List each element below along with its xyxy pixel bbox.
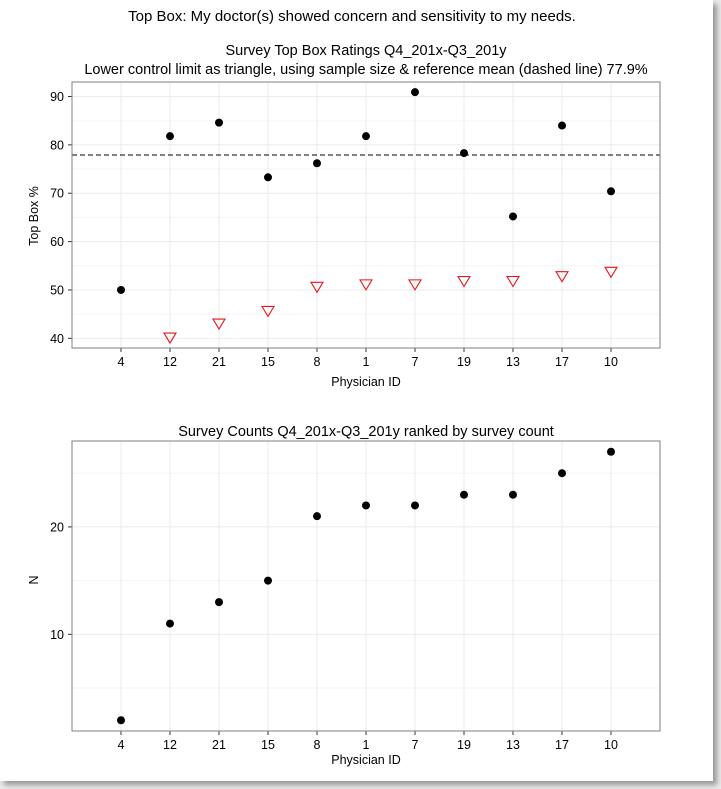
x-tick-label: 17 [555,355,569,369]
lower-control-limit-marker [408,279,422,291]
top-box-data-points [117,88,618,345]
x-tick-label: 1 [363,355,370,369]
y-tick-label: 20 [50,520,64,534]
data-point [411,501,419,510]
x-tick-label: 19 [457,738,471,752]
lower-control-limit-marker [555,271,569,283]
data-point [117,716,125,725]
data-point [607,447,615,456]
x-tick-label: 4 [118,738,125,752]
x-tick-label: 8 [314,738,321,752]
data-point [460,490,468,499]
data-point [215,598,223,607]
lower-control-limit-marker [506,275,520,288]
data-point [460,149,468,158]
top-box-x-ticks: 4 12 21 15 8 1 7 19 13 17 10 [118,348,618,369]
data-point [166,132,174,141]
x-tick-label: 13 [506,738,520,752]
counts-data-points [117,447,615,725]
x-tick-label: 13 [506,355,520,369]
top-box-plot-frame [71,81,661,349]
data-point [264,576,272,585]
top-box-ratings-panel: Survey Top Box Ratings Q4_201x-Q3_201y L… [27,43,661,389]
data-point [362,132,370,141]
x-tick-label: 17 [555,738,569,752]
top-box-chart-subtitle: Lower control limit as triangle, using s… [84,62,647,78]
data-point [558,121,566,130]
lower-control-limit-marker [212,318,226,331]
x-tick-label: 12 [163,738,177,752]
counts-y-ticks: 10 20 [50,520,72,642]
x-tick-label: 19 [457,355,471,369]
y-tick-label: 10 [50,628,64,642]
y-tick-label: 40 [50,332,64,346]
x-tick-label: 10 [604,738,618,752]
x-tick-label: 15 [261,355,275,369]
top-box-x-axis-label: Physician ID [331,375,400,389]
lower-control-limit-marker [163,332,177,345]
x-tick-label: 4 [118,355,125,369]
figure-title: Top Box: My doctor(s) showed concern and… [128,8,576,25]
y-tick-label: 50 [50,283,64,297]
y-tick-label: 80 [50,138,64,152]
counts-chart-title: Survey Counts Q4_201x-Q3_201y ranked by … [178,424,554,440]
top-box-chart-title: Survey Top Box Ratings Q4_201x-Q3_201y [225,43,507,59]
counts-x-ticks: 4 12 21 15 8 1 7 19 13 17 10 [118,731,618,752]
x-tick-label: 12 [163,355,177,369]
lower-control-limit-marker [604,266,618,279]
y-tick-label: 60 [50,235,64,249]
lower-control-limit-marker [359,279,373,291]
data-point [509,490,517,499]
lower-control-limit-marker [310,281,324,294]
top-box-y-axis-label: Top Box % [27,186,41,246]
x-tick-label: 7 [412,355,419,369]
data-point [166,619,174,628]
data-point [558,469,566,478]
figure-canvas: Top Box: My doctor(s) showed concern and… [27,8,661,767]
data-point [411,88,419,97]
counts-grid [72,441,660,731]
data-point [117,285,125,294]
top-box-grid [72,82,660,348]
x-tick-label: 7 [412,738,419,752]
data-point [215,118,223,127]
data-point [362,501,370,510]
x-tick-label: 21 [212,355,226,369]
counts-plot-frame [71,440,661,732]
figure-sheet: Top Box: My doctor(s) showed concern and… [0,0,713,781]
x-tick-label: 21 [212,738,226,752]
data-point [313,159,321,168]
data-point [264,173,272,182]
x-tick-label: 8 [314,355,321,369]
counts-y-axis-label: N [27,575,41,584]
lower-control-limit-marker [261,305,275,318]
data-point [607,187,615,196]
y-tick-label: 90 [50,90,64,104]
x-tick-label: 1 [363,738,370,752]
data-point [509,212,517,221]
x-tick-label: 15 [261,738,275,752]
data-point [313,512,321,521]
lower-control-limit-marker [457,275,471,288]
top-box-y-ticks: 40 50 60 70 80 90 [50,90,72,346]
counts-x-axis-label: Physician ID [331,753,400,767]
y-tick-label: 70 [50,187,64,201]
x-tick-label: 10 [604,355,618,369]
survey-counts-panel: Survey Counts Q4_201x-Q3_201y ranked by … [27,424,661,767]
